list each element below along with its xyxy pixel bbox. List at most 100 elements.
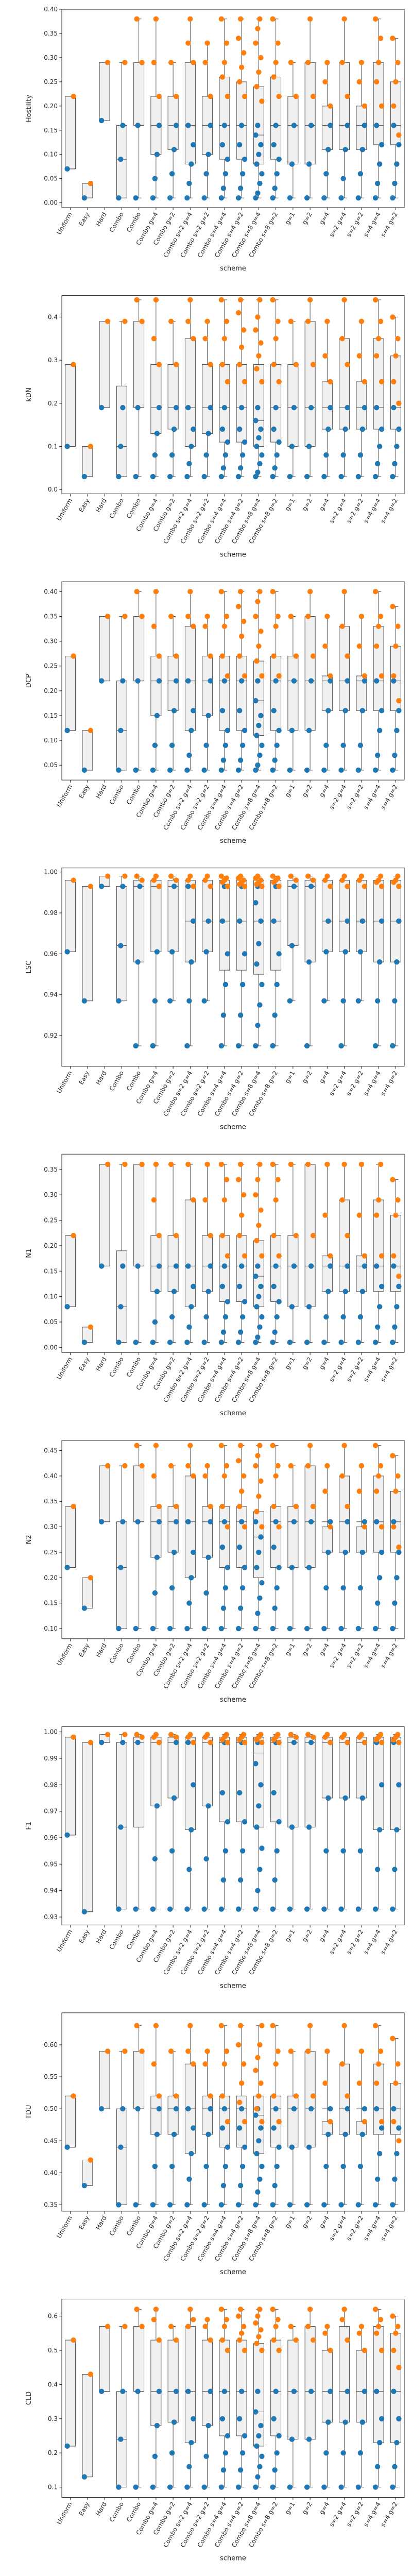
data-point-blue xyxy=(372,1043,379,1049)
data-point-blue xyxy=(242,727,248,734)
data-point-blue xyxy=(287,1340,293,1345)
box xyxy=(116,1521,127,1629)
data-point-blue xyxy=(220,2467,227,2473)
data-point-orange xyxy=(341,16,347,22)
data-point-orange xyxy=(71,2337,76,2343)
data-point-orange xyxy=(139,2324,145,2329)
data-point-blue xyxy=(340,998,346,1004)
data-point-orange xyxy=(375,2061,382,2067)
data-point-blue xyxy=(258,713,264,719)
data-point-orange xyxy=(328,379,333,385)
box xyxy=(184,1199,196,1307)
box xyxy=(167,1506,179,1553)
box xyxy=(287,1506,299,1568)
data-point-orange xyxy=(356,353,363,359)
data-point-orange xyxy=(225,673,231,679)
data-point-blue xyxy=(219,1790,226,1795)
data-point-orange xyxy=(305,1161,311,1167)
y-tick-label: 0.94 xyxy=(44,1887,58,1894)
data-point-blue xyxy=(258,1782,264,1788)
data-point-orange xyxy=(391,1253,397,1259)
data-point-orange xyxy=(153,1732,159,1737)
data-point-blue xyxy=(219,426,226,432)
data-point-blue xyxy=(154,949,160,955)
data-point-orange xyxy=(122,873,128,879)
box xyxy=(99,2326,110,2392)
data-point-blue xyxy=(362,1519,368,1524)
data-point-blue xyxy=(276,2144,282,2150)
data-point-blue xyxy=(242,1819,248,1825)
data-point-blue xyxy=(188,2440,194,2446)
data-point-blue xyxy=(235,1340,242,1345)
data-point-blue xyxy=(355,2484,362,2490)
data-point-blue xyxy=(238,2106,245,2112)
box xyxy=(167,2340,179,2422)
data-point-blue xyxy=(255,1611,261,1616)
data-point-orange xyxy=(139,614,145,619)
data-point-blue xyxy=(373,678,380,684)
data-point-blue xyxy=(156,2106,162,2112)
data-point-blue xyxy=(271,708,277,714)
y-tick-label: 0.15 xyxy=(44,1600,58,1607)
y-tick-label: 0.6 xyxy=(48,2313,58,2320)
data-point-orange xyxy=(139,2048,145,2054)
data-point-blue xyxy=(257,1324,263,1330)
data-point-orange xyxy=(356,1488,363,1494)
box xyxy=(339,2063,350,2135)
data-point-orange xyxy=(288,1732,294,1737)
data-point-orange xyxy=(151,60,157,65)
data-point-blue xyxy=(135,404,141,411)
data-point-orange xyxy=(237,2023,244,2028)
x-tick-label: g=2 xyxy=(301,784,314,799)
data-point-orange xyxy=(276,2347,282,2353)
data-point-orange xyxy=(391,1524,397,1530)
data-point-blue xyxy=(169,1848,175,1854)
y-axis-label: LSC xyxy=(25,961,33,974)
y-tick-label: 0.30 xyxy=(44,54,58,61)
data-point-blue xyxy=(81,767,88,773)
data-point-blue xyxy=(152,176,158,181)
data-point-blue xyxy=(239,742,246,748)
box xyxy=(99,2050,110,2109)
data-point-orange xyxy=(208,2337,213,2343)
data-point-orange xyxy=(345,884,350,889)
data-point-orange xyxy=(307,297,313,303)
data-point-blue xyxy=(325,2131,331,2138)
data-point-blue xyxy=(259,2453,265,2459)
box xyxy=(202,2095,213,2135)
y-tick-label: 0.3 xyxy=(48,2415,58,2422)
x-axis-label: scheme xyxy=(220,2554,246,2562)
data-point-orange xyxy=(339,877,345,883)
data-point-blue xyxy=(392,752,398,758)
data-point-blue xyxy=(120,678,126,684)
data-point-blue xyxy=(236,1790,243,1795)
data-point-blue xyxy=(372,1340,379,1345)
data-point-orange xyxy=(134,1732,140,1737)
data-point-blue xyxy=(171,2131,177,2138)
data-point-blue xyxy=(237,1605,244,1611)
data-point-blue xyxy=(253,1340,259,1345)
data-point-blue xyxy=(306,444,312,449)
data-point-orange xyxy=(362,884,368,889)
data-point-blue xyxy=(270,2484,276,2490)
y-tick-label: 0.10 xyxy=(44,737,58,744)
data-point-blue xyxy=(390,1625,396,1632)
data-point-blue xyxy=(154,1803,160,1809)
box xyxy=(65,1737,76,1836)
data-point-blue xyxy=(321,998,327,1004)
data-point-blue xyxy=(274,1848,280,1854)
data-point-blue xyxy=(225,156,231,162)
x-tick-label: g=4 xyxy=(318,2501,331,2516)
data-point-orange xyxy=(204,318,210,324)
data-point-blue xyxy=(218,767,225,773)
data-point-orange xyxy=(257,2042,263,2048)
data-point-blue xyxy=(253,1273,259,1279)
data-point-orange xyxy=(134,2307,140,2312)
data-point-blue xyxy=(219,918,226,924)
box xyxy=(339,879,350,952)
y-tick-label: 0.35 xyxy=(44,30,58,37)
data-point-blue xyxy=(396,918,402,924)
data-point-blue xyxy=(357,1585,364,1591)
data-point-orange xyxy=(379,1739,385,1745)
data-point-orange xyxy=(273,2324,279,2329)
